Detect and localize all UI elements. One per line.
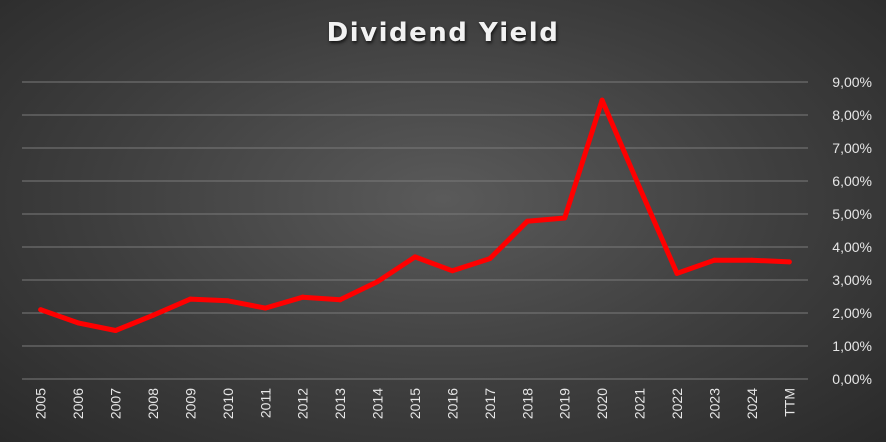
y-tick-label: 7,00%	[832, 140, 872, 156]
y-tick-label: 2,00%	[832, 305, 872, 321]
data-point	[337, 297, 343, 303]
x-tick-label: 2008	[145, 388, 161, 419]
data-point	[749, 257, 755, 263]
y-axis-ticks: 0,00% 1,00% 2,00% 3,00% 4,00% 5,00% 6,00% 7,00%…	[832, 74, 872, 387]
x-tick-label: 2012	[295, 388, 311, 419]
y-tick-label: 0,00%	[832, 371, 872, 387]
y-tick-label: 8,00%	[832, 107, 872, 123]
gridlines	[22, 81, 808, 380]
x-tick-label: 2015	[407, 388, 423, 419]
data-point	[412, 254, 418, 260]
x-tick-label: TTM	[781, 388, 797, 417]
x-tick-label: 2019	[557, 388, 573, 419]
x-tick-label: 2024	[744, 388, 760, 419]
x-tick-label: 2005	[33, 388, 49, 419]
data-point	[637, 185, 643, 191]
y-tick-label: 9,00%	[832, 74, 872, 90]
x-tick-label: 2014	[370, 388, 386, 419]
data-point	[375, 279, 381, 285]
data-point	[599, 97, 605, 103]
y-tick-label: 1,00%	[832, 338, 872, 354]
x-tick-label: 2022	[669, 388, 685, 419]
x-axis-ticks: 2005 2006 2007 2008 2009 2010 2011 2012 2013 2014…	[33, 388, 798, 419]
x-tick-label: 2009	[182, 388, 198, 419]
data-point	[150, 312, 156, 318]
x-tick-label: 2011	[257, 388, 273, 418]
x-tick-label: 2020	[594, 388, 610, 419]
x-tick-label: 2018	[519, 388, 535, 419]
data-point	[75, 320, 81, 326]
data-point	[487, 256, 493, 262]
data-point	[187, 296, 193, 302]
x-tick-label: 2017	[482, 388, 498, 419]
data-point	[524, 218, 530, 224]
data-point	[674, 270, 680, 276]
y-tick-label: 4,00%	[832, 239, 872, 255]
x-tick-label: 2021	[632, 388, 648, 419]
chart-title: Dividend Yield	[326, 18, 560, 48]
series-layer	[38, 97, 792, 333]
data-point	[300, 294, 306, 300]
x-tick-label: 2023	[706, 388, 722, 419]
data-point	[711, 257, 717, 263]
x-tick-label: 2006	[70, 388, 86, 419]
x-tick-label: 2007	[108, 388, 124, 419]
y-tick-label: 5,00%	[832, 206, 872, 222]
data-point	[38, 307, 44, 313]
series-line	[38, 97, 792, 333]
y-tick-label: 6,00%	[832, 173, 872, 189]
data-point	[562, 215, 568, 221]
data-point	[786, 259, 792, 265]
data-point	[225, 298, 231, 304]
x-tick-label: 2010	[220, 388, 236, 419]
x-tick-label: 2016	[444, 388, 460, 419]
x-tick-label: 2013	[332, 388, 348, 419]
data-point	[262, 305, 268, 311]
y-tick-label: 3,00%	[832, 272, 872, 288]
data-point	[449, 268, 455, 274]
data-point	[113, 327, 119, 333]
